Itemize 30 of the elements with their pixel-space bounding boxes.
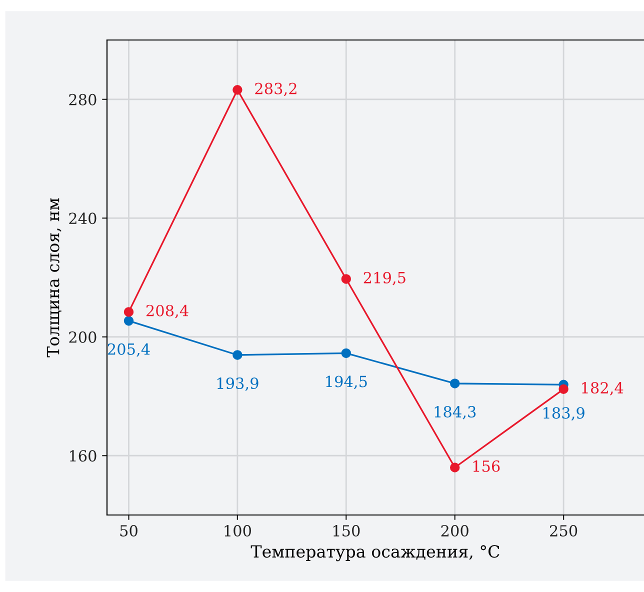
y-tick-label: 280	[69, 94, 96, 106]
x-axis-title: Температура осаждения, °C	[250, 545, 500, 562]
point	[124, 307, 134, 317]
data-label: 182,4	[582, 382, 624, 396]
point	[232, 85, 242, 95]
data-label: 205,4	[108, 343, 150, 357]
point	[124, 316, 134, 326]
x-tick-label: 200	[441, 524, 468, 537]
point	[341, 348, 352, 358]
data-label: 283,2	[255, 82, 296, 96]
y-axis-title: Толщина слоя, нм	[46, 198, 62, 358]
data-label: 156	[473, 460, 500, 472]
point	[558, 384, 568, 394]
point	[450, 462, 460, 472]
data-label: 219,5	[364, 272, 406, 286]
x-tick-label: 50	[120, 524, 138, 537]
data-label: 208,4	[146, 304, 188, 318]
data-label: 194,5	[326, 376, 367, 390]
point	[450, 378, 460, 388]
data-label: 183,9	[544, 407, 584, 421]
y-tick-label: 200	[69, 331, 96, 343]
y-tick-label: 160	[70, 450, 96, 462]
x-tick-label: 150	[333, 524, 360, 537]
data-label: 184,3	[434, 406, 476, 420]
point	[232, 350, 242, 360]
x-tick-label: 250	[550, 524, 578, 537]
x-tick-label: 100	[224, 524, 252, 537]
data-label: 193,9	[217, 377, 258, 391]
point	[341, 274, 352, 284]
y-tick-label: 240	[69, 212, 96, 224]
